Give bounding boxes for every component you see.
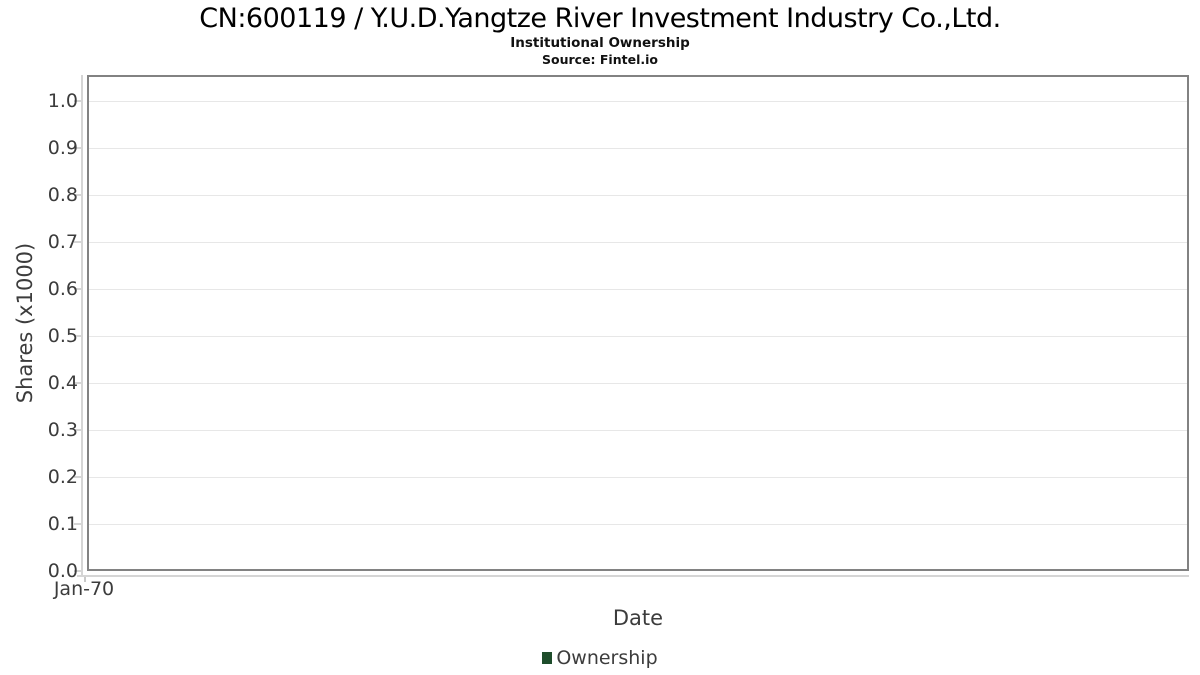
y-tick-mark-0.4 [74,382,81,384]
x-axis-title: Date [612,606,664,630]
y-tick-label-0.7: 0.7 [47,231,78,253]
gridline-y-0.7 [89,241,1187,243]
y-tick-mark-0.8 [74,194,81,196]
gridline-y-0.1 [89,523,1187,525]
gridline-y-0.5 [89,335,1187,337]
chart-title: CN:600119 / Y.U.D.Yangtze River Investme… [199,3,1001,34]
y-tick-label-1.0: 1.0 [47,90,78,112]
y-tick-label-0.2: 0.2 [47,466,78,488]
y-tick-mark-0.0 [74,570,81,572]
gridline-y-0.8 [89,194,1187,196]
y-tick-mark-0.6 [74,288,81,290]
gridline-y-0.9 [89,147,1187,149]
x-tick-mark [84,577,86,582]
gridline-y-0.4 [89,382,1187,384]
gridline-y-0.2 [89,476,1187,478]
y-tick-mark-0.2 [74,476,81,478]
y-tick-mark-0.1 [74,523,81,525]
gridline-y-1.0 [89,100,1187,102]
y-tick-label-0.4: 0.4 [47,372,78,394]
gridline-y-0.6 [89,288,1187,290]
chart-source-attribution: Source: Fintel.io [542,52,658,67]
y-tick-label-0.9: 0.9 [47,137,78,159]
y-tick-mark-0.9 [74,147,81,149]
legend-marker-icon [542,652,553,664]
y-tick-label-0.6: 0.6 [47,278,78,300]
y-tick-label-0.0: 0.0 [47,560,78,582]
y-tick-label-0.8: 0.8 [47,184,78,206]
y-tick-mark-0.7 [74,241,81,243]
y-tick-label-0.1: 0.1 [47,513,78,535]
y-tick-label-0.3: 0.3 [47,419,78,441]
y-tick-label-0.5: 0.5 [47,325,78,347]
plot-area [87,75,1189,571]
y-axis-line [81,75,83,576]
x-tick-label: Jan-70 [53,578,115,600]
y-tick-mark-1.0 [74,100,81,102]
y-tick-mark-0.3 [74,429,81,431]
legend: Ownership [0,645,1200,671]
legend-item-ownership[interactable]: Ownership [542,647,658,669]
y-tick-mark-0.5 [74,335,81,337]
x-axis-line [77,575,1189,577]
legend-label: Ownership [556,647,658,669]
gridline-y-0.3 [89,429,1187,431]
chart-subtitle: Institutional Ownership [510,35,690,51]
